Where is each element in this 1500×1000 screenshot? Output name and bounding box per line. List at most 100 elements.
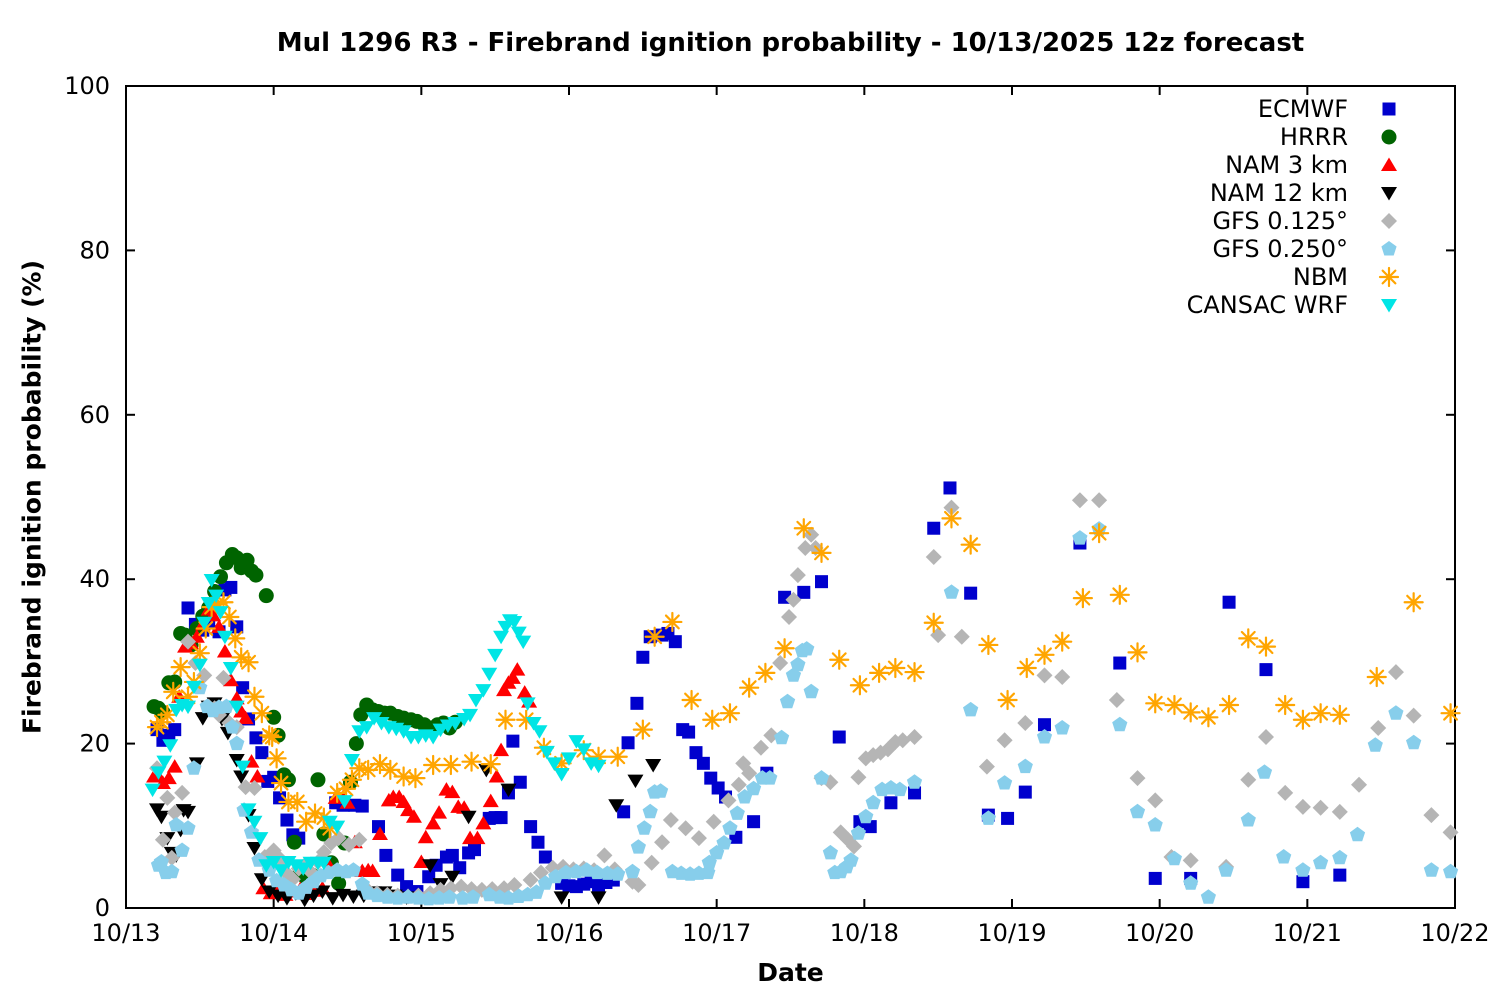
point-pentagon — [1388, 705, 1404, 720]
point-diamond — [925, 549, 942, 566]
y-tick-label: 0 — [95, 894, 110, 922]
point-pentagon — [186, 760, 202, 775]
point-triangle-down — [222, 661, 239, 676]
point-triangle-down — [180, 700, 197, 715]
y-tick-label: 20 — [79, 730, 110, 758]
point-asterisk — [811, 542, 832, 563]
point-pentagon — [624, 863, 641, 879]
point-triangle-up — [425, 815, 442, 830]
point-triangle-up — [431, 805, 448, 819]
point-square — [494, 811, 508, 825]
point-asterisk — [868, 662, 890, 684]
point-pentagon — [1367, 737, 1383, 752]
point-pentagon — [345, 862, 361, 877]
point-triangle-down — [561, 752, 577, 766]
point-triangle-down — [568, 735, 585, 749]
point-pentagon — [1218, 862, 1234, 877]
point-diamond — [154, 831, 171, 848]
point-asterisk — [157, 704, 178, 725]
point-pentagon — [1166, 850, 1182, 866]
legend-marker-gfs-0-125 — [1381, 213, 1397, 229]
point-asterisk — [251, 703, 272, 724]
point-square — [682, 725, 696, 739]
legend-marker-nam-3-km — [1381, 157, 1397, 171]
point-asterisk — [1034, 644, 1055, 665]
point-asterisk — [1127, 642, 1148, 663]
series-cansac-wrf — [144, 574, 607, 878]
point-pentagon — [180, 820, 196, 835]
point-pentagon — [963, 701, 979, 717]
point-square — [943, 481, 957, 495]
point-asterisk — [495, 709, 516, 730]
point-pentagon — [390, 890, 406, 905]
point-asterisk — [1145, 693, 1166, 714]
point-diamond — [596, 847, 613, 864]
point-circle — [310, 772, 326, 788]
point-triangle-down — [515, 635, 532, 650]
point-triangle-up — [493, 742, 510, 757]
point-triangle-down — [196, 616, 213, 631]
point-asterisk — [423, 754, 444, 776]
point-asterisk — [440, 754, 461, 776]
point-asterisk — [941, 508, 962, 529]
point-pentagon — [455, 890, 471, 905]
point-asterisk — [1292, 709, 1314, 730]
point-pentagon — [746, 780, 762, 796]
legend-marker-nam-12-km — [1381, 187, 1397, 201]
point-triangle-down — [273, 864, 290, 878]
point-pentagon — [224, 719, 240, 734]
point-triangle-down — [336, 795, 353, 809]
point-diamond — [166, 804, 183, 821]
point-triangle-down — [447, 717, 464, 731]
point-pentagon — [1256, 764, 1273, 779]
point-square — [224, 580, 238, 594]
x-tick-label: 10/21 — [1273, 919, 1342, 947]
point-diamond — [174, 784, 191, 801]
point-pentagon — [850, 825, 866, 840]
point-square — [621, 736, 635, 750]
point-circle — [331, 875, 347, 891]
point-asterisk — [393, 766, 414, 787]
point-triangle-down — [252, 832, 269, 846]
point-diamond — [789, 567, 806, 584]
point-diamond — [978, 758, 995, 775]
point-asterisk — [170, 657, 191, 678]
point-pentagon — [1129, 803, 1146, 819]
point-triangle-up — [482, 793, 499, 808]
point-pentagon — [537, 875, 553, 890]
point-square — [832, 730, 846, 744]
point-square — [445, 848, 459, 862]
point-diamond — [1071, 492, 1088, 509]
point-pentagon — [997, 775, 1013, 790]
plot-border — [125, 85, 1456, 909]
point-triangle-down — [216, 630, 233, 645]
point-diamond — [1108, 692, 1125, 709]
point-triangle-up — [216, 644, 233, 658]
point-triangle-down — [345, 890, 362, 904]
point-triangle-up — [237, 710, 254, 725]
y-tick-label: 60 — [79, 401, 110, 429]
point-diamond — [1277, 784, 1294, 801]
point-asterisk — [755, 662, 776, 684]
point-triangle-up — [417, 829, 434, 844]
point-square — [181, 601, 195, 615]
point-pentagon — [774, 729, 790, 745]
point-pentagon — [652, 783, 669, 798]
x-tick-label: 10/13 — [91, 919, 160, 947]
point-triangle-down — [246, 815, 263, 830]
point-triangle-up — [444, 784, 461, 799]
point-asterisk — [1218, 694, 1240, 716]
point-circle — [258, 588, 274, 604]
point-pentagon — [164, 863, 180, 879]
point-square — [884, 796, 898, 810]
point-asterisk — [1198, 707, 1219, 728]
point-pentagon — [1332, 849, 1348, 865]
point-square — [255, 746, 269, 760]
point-pentagon — [1036, 729, 1053, 744]
point-triangle-up — [413, 854, 430, 868]
x-axis-title: Date — [757, 958, 824, 987]
point-diamond — [943, 499, 960, 516]
point-square — [636, 650, 650, 664]
point-pentagon — [803, 683, 819, 699]
